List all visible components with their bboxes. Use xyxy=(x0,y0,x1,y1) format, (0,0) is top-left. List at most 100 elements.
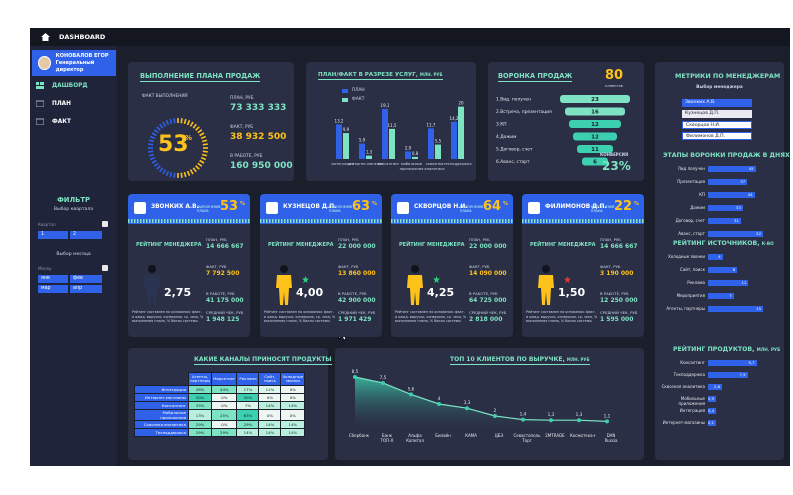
services-category-label: интернет-магазин xyxy=(348,162,383,166)
rating-note: Рейтинг составлен на основании: факт. и … xyxy=(526,310,598,323)
clients-category-label: Космотека+ xyxy=(570,433,596,438)
card-work-label: В РАБОТЕ, РУБ xyxy=(600,291,629,296)
table-cell: 50% xyxy=(187,393,213,402)
quarter-option-2[interactable]: 2 xyxy=(70,231,102,239)
services-bar-label: 2,9 xyxy=(405,145,412,150)
clients-category-label: Торг xyxy=(521,438,532,443)
funnel-stage-label: 2.Встреча, презентация xyxy=(496,109,552,115)
funnel-stage-bar xyxy=(565,107,625,116)
table-cell: 14% xyxy=(258,420,282,429)
nav-plan[interactable]: ПЛАН xyxy=(35,100,71,108)
manager-option-2[interactable]: Кузнецов Д.П. xyxy=(682,110,752,118)
product-bar: 0,1 xyxy=(708,420,716,426)
gauge-tick xyxy=(195,165,200,170)
table-cell: 14% xyxy=(258,401,282,410)
manager-card-header: ФИЛИМОНОВ Д.П. ВЫПОЛНЕНИЕ ПЛАНА 22% xyxy=(522,194,644,224)
manager-percent: 53 xyxy=(220,199,239,214)
gauge-tick xyxy=(151,132,157,137)
card-fact-value: 7 792 500 xyxy=(206,270,240,277)
card-fact-value: 14 090 000 xyxy=(469,270,507,277)
gauge-tick xyxy=(180,118,183,124)
row-label: Консалтинг xyxy=(134,401,189,410)
services-bar-label: 11,7 xyxy=(427,122,436,127)
clients-point xyxy=(521,417,525,422)
gauge-tick xyxy=(149,156,156,161)
clients-point xyxy=(605,419,609,424)
clients-point xyxy=(381,381,385,385)
manager-card-header: КУЗНЕЦОВ Д.П. ВЫПОЛНЕНИЕ ПЛАНА 63% xyxy=(260,194,382,224)
clients-line xyxy=(354,376,608,422)
clients-point xyxy=(493,414,497,418)
manager-card: СКВОРЦОВ Н.И. ВЫПОЛНЕНИЕ ПЛАНА 64% РЕЙТИНГ … xyxy=(391,194,513,337)
top-bar: DASHBOARD xyxy=(30,28,790,46)
head xyxy=(542,265,550,273)
manager-percent-sign: % xyxy=(634,201,640,207)
month-option-mar[interactable]: мар xyxy=(38,285,68,293)
nav-fact[interactable]: ФАКТ xyxy=(35,118,71,126)
star-icon xyxy=(433,276,440,283)
product-bar: 7,9 xyxy=(708,372,748,378)
funnel-stage-label: 5.Договор, счет xyxy=(496,147,533,153)
dashboard-icon xyxy=(36,82,44,89)
star xyxy=(433,276,440,283)
clients-value-label: 1,1 xyxy=(604,413,611,418)
home-icon[interactable] xyxy=(39,31,51,43)
table-cell: 28% xyxy=(187,385,213,394)
card-plan-label: ПЛАН, РУБ xyxy=(338,237,359,242)
month-option-feb[interactable]: фев xyxy=(70,275,102,283)
gauge-tick xyxy=(173,172,176,178)
table-cell: 44% xyxy=(211,385,238,394)
table-cell: 7% xyxy=(236,401,260,410)
gauge-tick xyxy=(165,170,170,177)
table-cell: 14% xyxy=(258,428,282,437)
user-card[interactable]: КОНОВАЛОВ ЕГОР Генеральный директор xyxy=(32,50,116,76)
quarter-clear-checkbox[interactable] xyxy=(102,221,108,227)
clients-value-label: 1,4 xyxy=(520,412,527,417)
fact-exec-label: ФАКТ ВЫПОЛНЕНИЯ xyxy=(142,94,188,99)
clients-value-label: 5,6 xyxy=(408,386,415,391)
avg-value: 1 595 000 xyxy=(600,316,634,323)
source-bar: 4 xyxy=(708,254,723,260)
clients-title-text: ТОП 10 КЛИЕНТОВ ПО ВЫРУЧКЕ, xyxy=(450,356,565,363)
star xyxy=(564,276,571,283)
products-title-text: РЕЙТИНГ ПРОДУКТОВ, xyxy=(673,346,755,353)
card-plan-label: ПЛАН, РУБ xyxy=(600,237,621,242)
table-cell: 11% xyxy=(258,385,282,394)
services-bar xyxy=(428,128,434,159)
plan-value: 73 333 333 xyxy=(230,103,287,113)
quarter-option-1[interactable]: 1 xyxy=(38,231,68,239)
stage-bar: 52 xyxy=(708,231,763,237)
month-clear-checkbox[interactable] xyxy=(102,265,108,271)
clients-point xyxy=(465,406,469,411)
table-header-row: Агенты, партнеры Маркетинг Реклама Сайт, по… xyxy=(135,372,306,386)
services-bar xyxy=(336,124,342,159)
user-name: КОНОВАЛОВ ЕГОР xyxy=(55,52,109,59)
clients-value-label: 2 xyxy=(494,408,497,413)
stage-label: Аванс, старт xyxy=(678,231,705,236)
manager-name: ЗВОНКИХ А.В. xyxy=(151,204,199,210)
month-caption: Месяц xyxy=(38,266,52,271)
services-bar xyxy=(451,121,457,159)
source-label: Агенты, партнеры xyxy=(666,306,705,311)
rating-label: РЕЙТИНГ МЕНЕДЖЕРА xyxy=(530,242,596,248)
month-option-jan[interactable]: янв xyxy=(38,275,68,283)
products-unit: МЛН. РУБ xyxy=(756,347,781,352)
person-figure-icon xyxy=(407,265,423,305)
services-bar xyxy=(389,128,395,159)
manager-option-3[interactable]: Скворцов Н.И. xyxy=(682,121,752,129)
nav-dashboard[interactable]: ДАШБОРД xyxy=(36,82,88,89)
clients-category-label: Альфа xyxy=(408,433,422,438)
manager-option-4[interactable]: Филимонов Д.П. xyxy=(682,132,752,140)
gauge-tick xyxy=(153,129,159,134)
rating-value: 2,75 xyxy=(164,286,192,299)
head xyxy=(148,265,156,273)
manager-option-1[interactable]: Звонких А.В. xyxy=(682,99,752,107)
gauge-tick xyxy=(199,159,205,164)
exec-label: ВЫПОЛНЕНИЕ ПЛАНА xyxy=(329,205,353,213)
services-bar xyxy=(405,151,411,159)
gauge-tick xyxy=(189,121,194,127)
exec-label: ВЫПОЛНЕНИЕ ПЛАНА xyxy=(197,205,221,213)
services-bar-label: 20 xyxy=(458,101,464,106)
month-option-apr[interactable]: апр xyxy=(70,285,102,293)
source-value: 11 xyxy=(741,280,747,285)
